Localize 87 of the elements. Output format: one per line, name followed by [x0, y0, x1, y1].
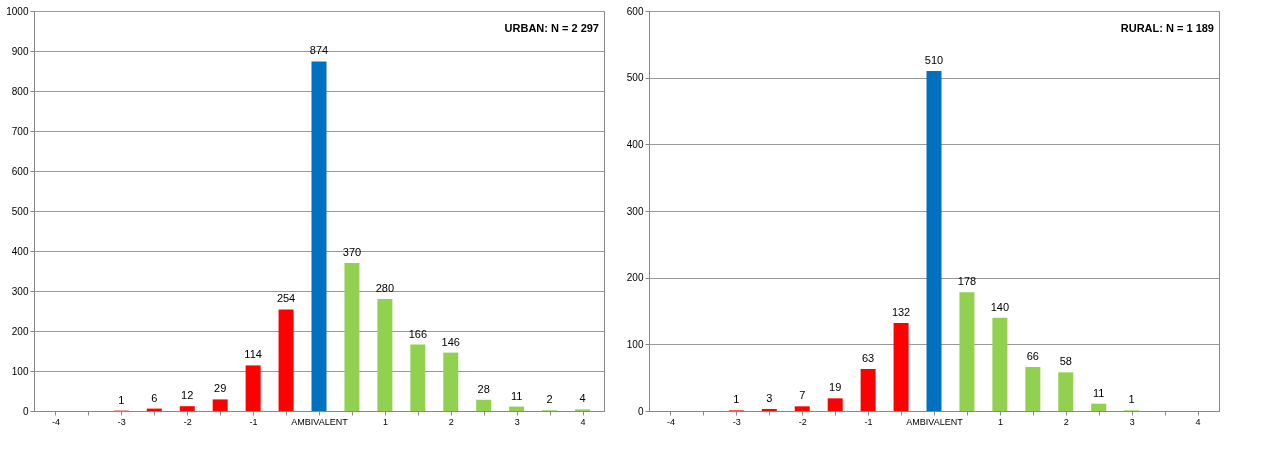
data-label: 114: [244, 348, 262, 361]
bar: [959, 292, 975, 411]
y-tick-label: 500: [626, 72, 644, 84]
data-label: 146: [441, 335, 460, 348]
y-tick-label: 0: [637, 405, 644, 417]
y-tick-label: 200: [11, 325, 29, 337]
bar: [893, 323, 909, 411]
data-label: 28: [477, 382, 490, 395]
bar: [377, 299, 393, 411]
bar: [860, 369, 876, 411]
bar: [443, 352, 459, 411]
x-tick-label: 1: [382, 416, 388, 427]
y-tick-label: 100: [626, 338, 644, 350]
y-tick-label: 1000: [6, 5, 29, 17]
y-tick-label: 900: [11, 45, 29, 57]
x-tick-label: -2: [183, 416, 192, 427]
data-label: 510: [924, 54, 944, 66]
bar: [410, 344, 426, 411]
x-tick-label: -1: [249, 416, 258, 427]
data-label: 178: [957, 275, 977, 288]
x-tick-label: 4: [1195, 416, 1201, 427]
data-label: 254: [276, 292, 296, 305]
bar: [1025, 367, 1041, 411]
data-label: 874: [309, 44, 329, 57]
data-label: 11: [510, 389, 523, 402]
data-label: 2: [546, 393, 553, 406]
x-tick-label: 1: [997, 416, 1003, 427]
data-label: 166: [408, 327, 427, 340]
annotation: URBAN: N = 2 297: [504, 22, 599, 34]
x-tick-label: -4: [51, 416, 60, 427]
x-tick-label: AMBIVALENT: [291, 416, 349, 427]
bar: [311, 61, 327, 411]
x-tick-label: -2: [798, 416, 807, 427]
data-label: 3: [766, 392, 773, 404]
data-label: 11: [1092, 386, 1105, 399]
y-tick-label: 400: [626, 138, 644, 150]
x-tick-label: -4: [666, 416, 675, 427]
bar: [179, 406, 195, 411]
y-tick-label: 500: [11, 205, 29, 217]
data-label: 1: [733, 393, 740, 406]
bar: [476, 399, 492, 411]
bar: [278, 309, 294, 411]
x-tick-label: 3: [514, 416, 520, 427]
bar: [1058, 372, 1074, 411]
data-label: 4: [579, 392, 586, 405]
x-tick-label: 4: [580, 416, 586, 427]
data-label: 132: [891, 306, 911, 318]
bar: [794, 406, 810, 411]
y-tick-label: 0: [22, 405, 29, 417]
y-tick-label: 600: [11, 165, 29, 177]
data-label: 19: [829, 381, 842, 394]
x-tick-label: -3: [732, 416, 741, 427]
data-label: 280: [375, 282, 395, 294]
bar: [212, 399, 228, 411]
x-tick-label: AMBIVALENT: [906, 416, 964, 427]
data-label: 63: [861, 352, 875, 364]
bar: [245, 365, 261, 411]
bar: [1091, 403, 1107, 411]
y-tick-label: 200: [626, 272, 644, 284]
data-label: 12: [181, 389, 194, 402]
data-label: 370: [342, 246, 362, 258]
x-tick-label: -1: [864, 416, 873, 427]
data-label: 1: [118, 393, 125, 406]
y-tick-label: 800: [11, 85, 29, 97]
data-label: 140: [990, 300, 1010, 313]
bar: [992, 317, 1008, 411]
bar: [827, 398, 843, 411]
data-label: 29: [214, 382, 227, 395]
y-tick-label: 700: [11, 125, 29, 137]
data-label: 58: [1059, 355, 1072, 368]
y-tick-label: 400: [11, 245, 29, 257]
data-label: 7: [799, 389, 806, 402]
y-tick-label: 100: [11, 365, 29, 377]
y-tick-label: 600: [626, 5, 644, 17]
y-tick-label: 300: [11, 285, 29, 297]
x-tick-label: 3: [1129, 416, 1135, 427]
x-tick-label: 2: [1063, 416, 1069, 427]
data-label: 1: [1128, 393, 1135, 406]
bar: [344, 263, 360, 411]
annotation: RURAL: N = 1 189: [1120, 22, 1214, 34]
data-label: 6: [151, 391, 158, 404]
data-label: 66: [1026, 350, 1039, 362]
bar: [509, 406, 525, 411]
x-tick-label: -3: [117, 416, 126, 427]
x-tick-label: 2: [448, 416, 454, 427]
y-tick-label: 300: [626, 205, 644, 217]
bar: [926, 71, 942, 411]
